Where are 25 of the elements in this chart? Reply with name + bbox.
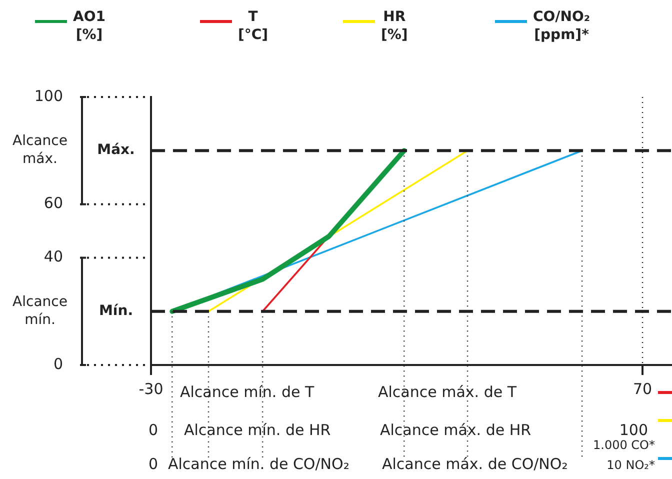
text: Alcance mín. [12, 294, 68, 328]
text: 10 NO₂* [606, 458, 655, 472]
legend-label: HR [%] [381, 8, 408, 44]
legend-label: AO1 [%] [73, 8, 106, 44]
text: Alcance mín. de CO/NO₂ [168, 454, 350, 473]
y-tick-label: 40 [44, 248, 63, 266]
text: Alcance mín. de HR [184, 420, 331, 439]
y-tick-label: 0 [53, 354, 63, 373]
x-tick-label: 70 [632, 380, 652, 398]
ref-line-label: Mín. [98, 303, 134, 320]
legend-label: T [°C] [238, 8, 268, 44]
text: Alcance máx. de CO/NO₂ [382, 454, 568, 473]
y-tick-label: 100 [34, 86, 63, 105]
text: Alcance máx. [12, 133, 68, 168]
text: 100 [619, 420, 648, 439]
text: 1.000 CO* [593, 438, 655, 452]
text: 0 [148, 420, 158, 439]
x-tick-label: -30 [138, 380, 164, 398]
text: Alcance mín. de T [180, 382, 315, 401]
text: Alcance máx. de T [378, 382, 518, 401]
text: Alcance máx. de HR [380, 420, 532, 439]
y-tick-label: 60 [44, 194, 63, 212]
ref-line-label: Máx. [97, 142, 135, 158]
text: 0 [148, 454, 158, 473]
legend-label: CO/NO₂ [ppm]* [533, 8, 590, 44]
